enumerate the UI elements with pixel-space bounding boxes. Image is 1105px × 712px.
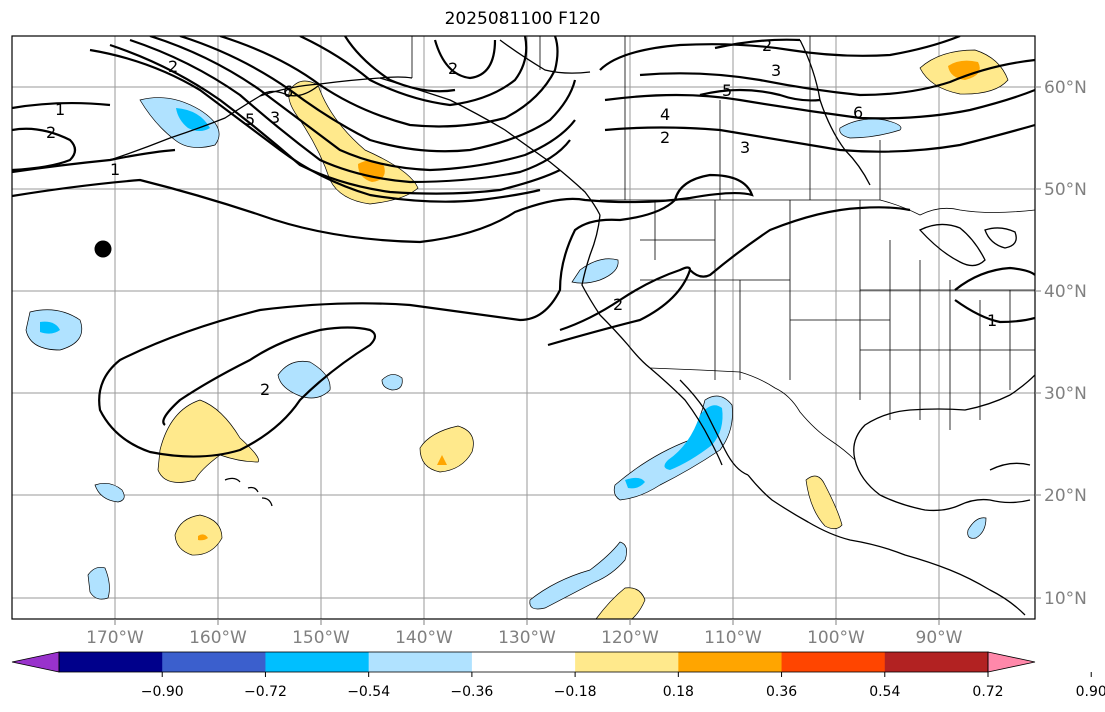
colorbar-segment bbox=[884, 652, 989, 672]
lon-label: 160°W bbox=[189, 628, 247, 648]
contour-label: 1 bbox=[55, 100, 65, 119]
colorbar-tick-label: 0.54 bbox=[869, 684, 900, 700]
colorbar-tick-label: 0.72 bbox=[972, 684, 1003, 700]
colorbar-ticks: −0.90 −0.72 −0.54 −0.36 −0.18 0.18 0.36 0.54 0.7… bbox=[141, 672, 1105, 700]
contour-label: 2 bbox=[260, 380, 270, 399]
lon-label: 90°W bbox=[916, 628, 963, 648]
lat-label: 20°N bbox=[1044, 486, 1087, 506]
colorbar-segments bbox=[59, 652, 989, 672]
contour-label: 3 bbox=[740, 138, 750, 157]
contour-label: 5 bbox=[722, 81, 732, 100]
colorbar-segment bbox=[59, 652, 163, 672]
political-borders bbox=[411, 36, 1035, 461]
contour-label: 6 bbox=[283, 82, 293, 101]
colorbar-tick-label: 0.90 bbox=[1076, 684, 1105, 700]
contour-label: 2 bbox=[660, 128, 670, 147]
colorbar-tick-label: −0.72 bbox=[244, 684, 287, 700]
colorbar-segment bbox=[678, 652, 783, 672]
lon-label: 170°W bbox=[86, 628, 144, 648]
lat-label: 40°N bbox=[1044, 282, 1087, 302]
colorbar-tick-label: −0.36 bbox=[450, 684, 493, 700]
longitude-labels: 170°W 160°W 150°W 140°W 130°W 120°W 110°… bbox=[86, 628, 963, 648]
black-dot-marker bbox=[94, 240, 112, 258]
contour-label: 2 bbox=[762, 36, 772, 55]
contour-label: 3 bbox=[771, 61, 781, 80]
lon-label: 110°W bbox=[704, 628, 762, 648]
colorbar-segment bbox=[265, 652, 370, 672]
colorbar-tick-label: −0.18 bbox=[554, 684, 597, 700]
contour-label: 2 bbox=[613, 295, 623, 314]
lat-label: 10°N bbox=[1044, 589, 1087, 609]
contour-label: 6 bbox=[853, 103, 863, 122]
lat-label: 50°N bbox=[1044, 180, 1087, 200]
contour-label: 3 bbox=[270, 108, 280, 127]
colorbar-tick-label: 0.36 bbox=[766, 684, 797, 700]
lat-label: 60°N bbox=[1044, 78, 1087, 98]
contour-label: 5 bbox=[245, 110, 255, 129]
contour-label: 1 bbox=[110, 160, 120, 179]
colorbar-segment bbox=[781, 652, 886, 672]
colorbar-tick-label: −0.90 bbox=[141, 684, 184, 700]
contour-label: 1 bbox=[987, 311, 997, 330]
colorbar-segment bbox=[575, 652, 679, 672]
shaded-anomalies bbox=[25, 49, 1009, 619]
lon-label: 150°W bbox=[292, 628, 350, 648]
lon-label: 140°W bbox=[395, 628, 453, 648]
colorbar-segment bbox=[162, 652, 266, 672]
colorbar-right-extension bbox=[987, 651, 1036, 673]
map-frame bbox=[11, 35, 1036, 620]
lat-label: 30°N bbox=[1044, 384, 1087, 404]
contour-label: 4 bbox=[660, 105, 670, 124]
contour-label: 2 bbox=[46, 123, 56, 142]
colorbar-segment bbox=[471, 652, 576, 672]
page-title: 2025081100 F120 bbox=[444, 9, 601, 29]
lon-label: 130°W bbox=[498, 628, 556, 648]
latitude-labels: 60°N 50°N 40°N 30°N 20°N 10°N bbox=[1044, 78, 1087, 609]
tick-marks bbox=[114, 86, 1041, 625]
lon-label: 120°W bbox=[601, 628, 659, 648]
colorbar-tick-label: 0.18 bbox=[663, 684, 694, 700]
lon-label: 100°W bbox=[807, 628, 865, 648]
contour-labels: 1 2 1 2 3 4 5 6 2 3 2 2 2 3 5 6 2 1 bbox=[46, 36, 997, 399]
contour-label: 2 bbox=[168, 57, 178, 76]
coastlines bbox=[109, 39, 1035, 616]
colorbar: −0.90 −0.72 −0.54 −0.36 −0.18 0.18 0.36 0.54 0.7… bbox=[11, 651, 1105, 700]
contour-label: 2 bbox=[448, 59, 458, 78]
colorbar-tick-label: −0.54 bbox=[347, 684, 390, 700]
contour-lines bbox=[12, 36, 1035, 458]
colorbar-left-extension bbox=[11, 651, 60, 673]
colorbar-segment bbox=[368, 652, 473, 672]
colorbar-frame bbox=[58, 651, 989, 673]
